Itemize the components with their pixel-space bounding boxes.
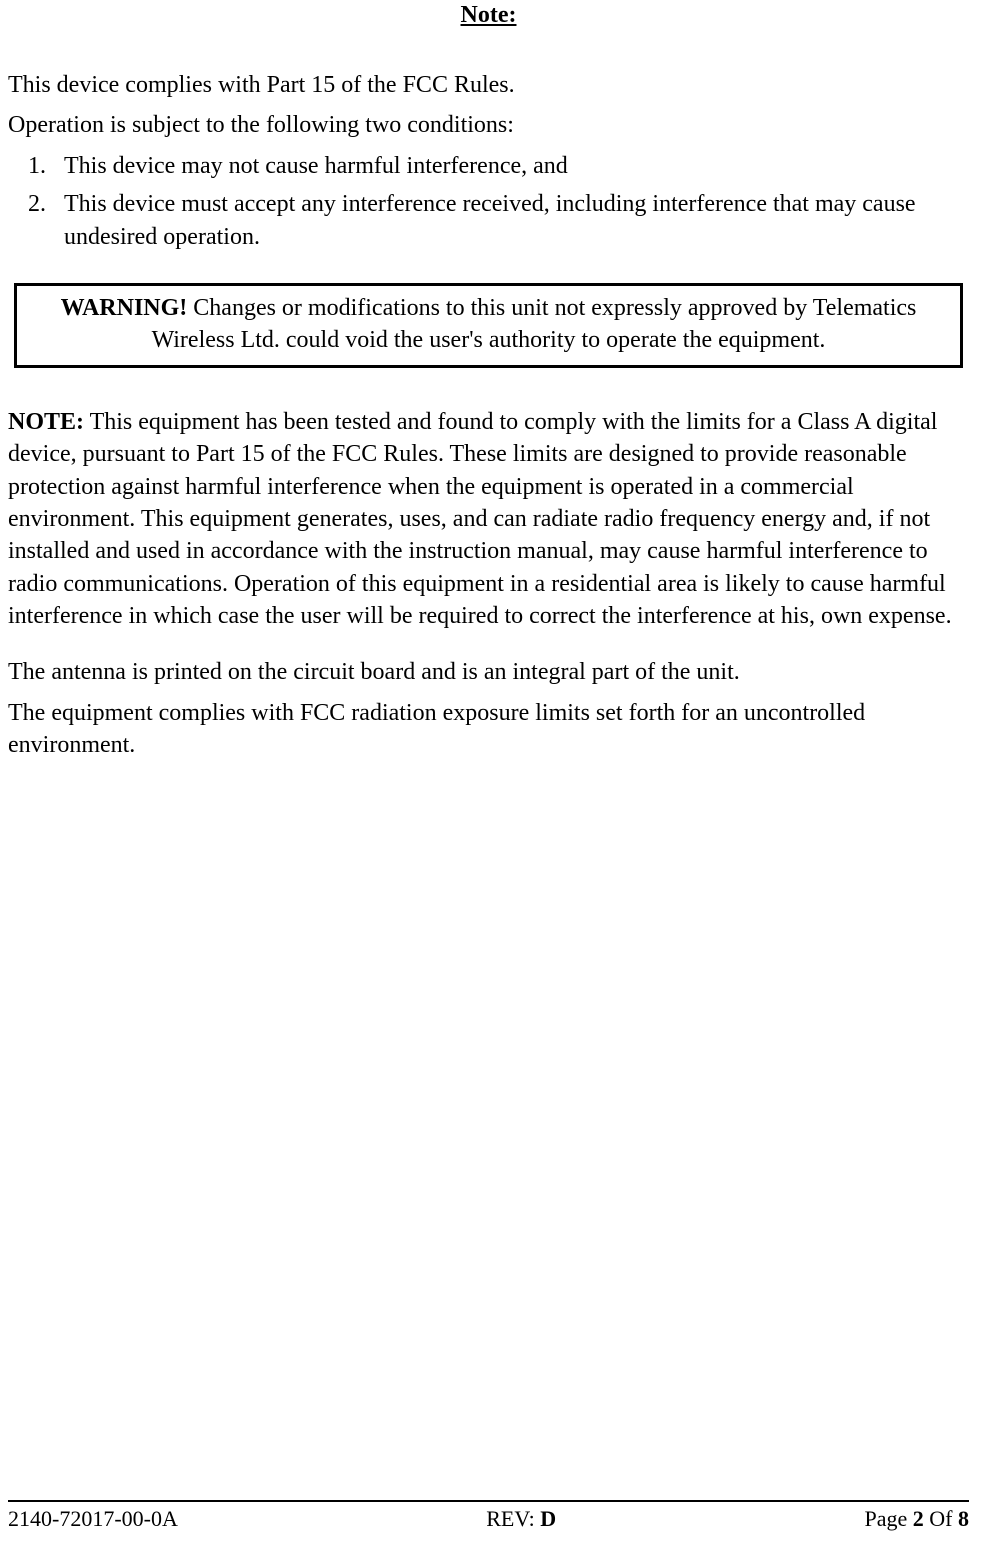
intro-paragraph-2: Operation is subject to the following tw… [8, 109, 969, 141]
note-label: NOTE: [8, 409, 84, 435]
footer-rev-value: D [540, 1506, 556, 1531]
exposure-paragraph: The equipment complies with FCC radiatio… [8, 697, 969, 762]
footer-doc-number: 2140-72017-00-0A [8, 1506, 178, 1532]
antenna-paragraph: The antenna is printed on the circuit bo… [8, 656, 969, 688]
footer-revision: REV: D [486, 1506, 556, 1532]
footer-page-label: Page [865, 1506, 913, 1531]
warning-label: WARNING! [61, 295, 188, 321]
page-title: Note: [8, 2, 969, 29]
footer-page-current: 2 [913, 1506, 924, 1531]
footer-page-total: 8 [958, 1506, 969, 1531]
warning-text: Changes or modifications to this unit no… [152, 295, 917, 353]
page-footer: 2140-72017-00-0A REV: D Page 2 Of 8 [8, 1500, 969, 1532]
footer-rev-label: REV: [486, 1506, 540, 1531]
list-item: This device may not cause harmful interf… [52, 150, 932, 182]
footer-page-of: Of [924, 1506, 958, 1531]
note-text: This equipment has been tested and found… [8, 409, 952, 629]
conditions-list: This device may not cause harmful interf… [8, 150, 969, 253]
note-block: NOTE: This equipment has been tested and… [8, 406, 969, 633]
footer-page-number: Page 2 Of 8 [865, 1506, 969, 1532]
intro-paragraph-1: This device complies with Part 15 of the… [8, 69, 969, 101]
footer-row: 2140-72017-00-0A REV: D Page 2 Of 8 [8, 1506, 969, 1532]
footer-rule [8, 1500, 969, 1502]
list-item: This device must accept any interference… [52, 188, 932, 253]
warning-box: WARNING! Changes or modifications to thi… [14, 283, 963, 368]
document-page: Note: This device complies with Part 15 … [0, 2, 981, 1542]
